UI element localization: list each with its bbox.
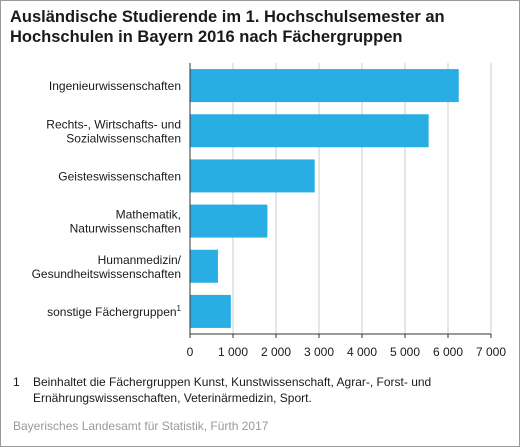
source-note: Bayerisches Landesamt für Statistik, Für… <box>13 419 269 433</box>
x-tick-label-1000: 1 000 <box>218 345 248 359</box>
bar-5 <box>190 249 218 283</box>
x-tick-label-0: 0 <box>187 345 194 359</box>
footnote-number: 1 <box>13 375 20 389</box>
x-tick-label-3000: 3 000 <box>304 345 334 359</box>
x-tick-label-5000: 5 000 <box>390 345 420 359</box>
category-label-4: Mathematik, <box>116 208 181 222</box>
title-line-1: Ausländische Studierende im 1. Hochschul… <box>10 8 445 26</box>
bar-4 <box>190 204 268 238</box>
category-label-6: sonstige Fächergruppen1 <box>47 304 181 319</box>
bar-6 <box>190 294 231 328</box>
bar-2 <box>190 114 429 148</box>
category-label-3: Geisteswissenschaften <box>58 169 181 183</box>
bar-chart: Ingenieurwissenschaften Rechts-, Wirtscha… <box>32 63 506 359</box>
x-tick-label-2000: 2 000 <box>261 345 291 359</box>
footnote-text: Beinhaltet die Fächergruppen Kunst, Kuns… <box>33 375 432 405</box>
category-label-2: Sozialwissenschaften <box>66 131 181 145</box>
x-tick-label-7000: 7 000 <box>476 345 506 359</box>
category-label-2: Rechts-, Wirtschafts- und <box>46 117 181 131</box>
bar-1 <box>190 69 459 103</box>
title-line-2: Hochschulen in Bayern 2016 nach Fächergr… <box>10 28 403 46</box>
x-tick-label-6000: 6 000 <box>433 345 463 359</box>
chart-title: Ausländische Studierende im 1. Hochschul… <box>10 7 510 47</box>
category-label-1: Ingenieurwissenschaften <box>49 79 181 93</box>
category-label-5: Gesundheitswissenschaften <box>32 267 181 281</box>
category-label-4: Naturwissenschaften <box>70 222 181 236</box>
x-tick-label-4000: 4 000 <box>347 345 377 359</box>
category-label-5: Humanmedizin/ <box>98 253 182 267</box>
bar-3 <box>190 159 315 193</box>
